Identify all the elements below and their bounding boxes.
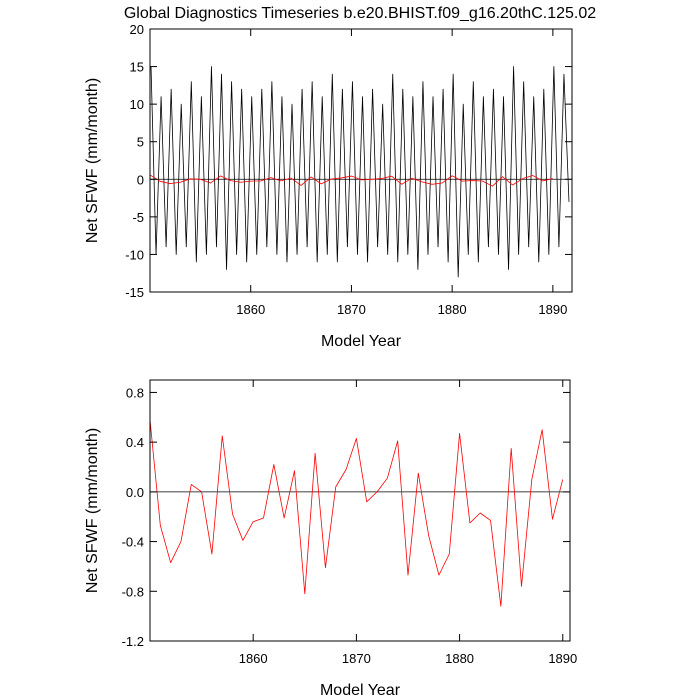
data-line xyxy=(149,174,553,187)
y-tick-label: 0 xyxy=(137,172,144,187)
y-tick-label: -0.8 xyxy=(122,584,144,599)
y-tick-label: 0.0 xyxy=(126,485,144,500)
chart-title: Global Diagnostics Timeseries b.e20.BHIS… xyxy=(124,5,596,22)
x-tick-label: 1890 xyxy=(538,302,567,317)
y-tick-label: 15 xyxy=(130,60,144,75)
x-axis-label: Model Year xyxy=(321,333,402,350)
x-tick-label: 1860 xyxy=(236,302,265,317)
y-tick-label: -0.4 xyxy=(122,535,144,550)
y-axis-label: Net SFWF (mm/month) xyxy=(84,428,101,593)
x-tick-label: 1860 xyxy=(239,651,268,666)
plot-frame xyxy=(149,379,571,642)
x-tick-label: 1890 xyxy=(548,651,577,666)
x-tick-label: 1870 xyxy=(337,302,366,317)
plot-frame xyxy=(149,28,573,293)
y-tick-label: 5 xyxy=(137,135,144,150)
y-tick-label: -15 xyxy=(125,285,144,300)
x-axis-label: Model Year xyxy=(320,682,401,699)
x-tick-label: 1880 xyxy=(438,302,467,317)
y-tick-label: 0.4 xyxy=(126,435,144,450)
y-tick-label: -5 xyxy=(132,210,144,225)
y-tick-label: -10 xyxy=(125,247,144,262)
data-line xyxy=(150,66,570,278)
y-tick-label: -1.2 xyxy=(122,634,144,649)
y-tick-label: 10 xyxy=(130,97,144,112)
data-line xyxy=(149,419,564,607)
x-tick-label: 1870 xyxy=(342,651,371,666)
x-tick-label: 1880 xyxy=(445,651,474,666)
y-tick-label: 0.8 xyxy=(126,385,144,400)
y-axis-label: Net SFWF (mm/month) xyxy=(84,78,101,243)
y-tick-label: 20 xyxy=(130,22,144,37)
